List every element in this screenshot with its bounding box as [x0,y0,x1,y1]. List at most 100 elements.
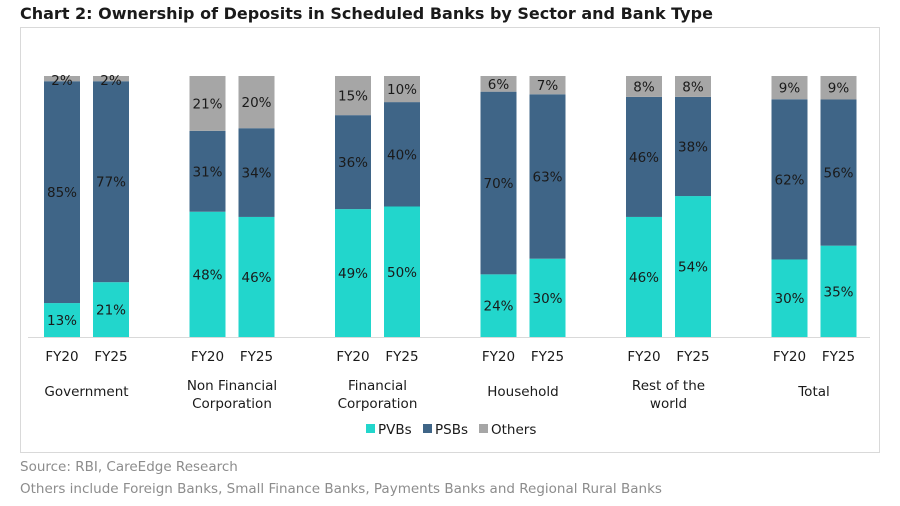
data-label: 36% [338,155,368,171]
bar-segment-pvbs-fy25 [675,196,711,337]
bar-segment-pvbs-fy20 [771,259,808,337]
bar-segment-others-fy25 [675,76,711,97]
bar-segment-psbs-fy25 [93,81,129,283]
data-label: 2% [51,73,73,89]
data-label: 21% [96,303,126,319]
bar-segment-psbs-fy20 [189,130,226,212]
data-label: 9% [779,81,801,97]
bar-segment-pvbs-fy25 [93,282,129,337]
bar-segment-psbs-fy20 [480,91,517,275]
bar-segment-others-fy20 [771,76,808,100]
bar-segment-pvbs-fy20 [335,209,371,337]
bar-segment-pvbs-fy25 [238,216,275,337]
bar-segment-others-fy20 [189,76,226,131]
bar-segment-psbs-fy20 [44,81,80,304]
x-tick-label: FY25 [240,349,273,365]
data-label: 9% [828,81,850,97]
data-label: 50% [387,265,417,281]
bar-segment-others-fy25 [384,76,420,103]
data-label: 49% [338,266,368,282]
data-label: 46% [629,270,659,286]
legend-swatch-psbs [423,424,432,433]
bar-segment-pvbs-fy20 [44,303,80,337]
bar-segment-psbs-fy25 [820,99,857,246]
data-label: 35% [823,284,853,300]
data-label: 46% [629,150,659,166]
x-tick-label: FY25 [94,349,127,365]
x-tick-label: FY20 [336,349,369,365]
x-tick-label: FY25 [676,349,709,365]
bar-segment-others-fy20 [480,76,517,92]
data-label: 7% [537,78,559,94]
bar-segment-others-fy25 [93,76,129,82]
group-label: Total [797,384,830,400]
legend-swatch-pvbs [366,424,375,433]
data-label: 54% [678,260,708,276]
x-tick-label: FY25 [385,349,418,365]
x-tick-label: FY20 [45,349,78,365]
bar-segment-others-fy20 [44,76,80,82]
data-label: 10% [387,82,417,98]
data-label: 85% [47,185,77,201]
x-tick-label: FY20 [773,349,806,365]
chart-frame [20,27,880,453]
footnote: Others include Foreign Banks, Small Fina… [20,481,662,497]
data-label: 63% [532,169,562,185]
x-tick-label: FY25 [822,349,855,365]
bar-segment-pvbs-fy25 [529,258,566,337]
group-label: world [650,396,687,412]
data-label: 34% [241,166,271,182]
bar-segment-others-fy20 [335,76,371,116]
source-note: Source: RBI, CareEdge Research [20,459,238,475]
group-label: Rest of the [632,378,705,394]
x-tick-label: FY20 [191,349,224,365]
data-label: 30% [532,291,562,307]
bar-segment-psbs-fy25 [238,128,275,217]
bar-segment-others-fy25 [820,76,857,100]
bar-segment-pvbs-fy25 [820,245,857,337]
group-label: Corporation [338,396,418,412]
data-label: 77% [96,175,126,191]
legend-label-others: Others [491,422,536,438]
bar-segment-others-fy20 [626,76,662,97]
group-label: Financial [348,378,407,394]
data-label: 70% [483,176,513,192]
bar-segment-pvbs-fy20 [480,274,517,337]
x-tick-label: FY20 [482,349,515,365]
data-label: 24% [483,299,513,315]
bar-segment-psbs-fy20 [335,115,371,210]
legend-swatch-others [479,424,488,433]
group-label: Government [44,384,128,400]
bar-segment-psbs-fy25 [529,94,566,259]
chart-title: Chart 2: Ownership of Deposits in Schedu… [20,4,713,23]
data-label: 15% [338,89,368,105]
data-label: 38% [678,139,708,155]
group-label: Household [487,384,558,400]
bar-segment-others-fy25 [529,76,566,95]
x-tick-label: FY25 [531,349,564,365]
data-label: 62% [774,172,804,188]
data-label: 8% [682,79,704,95]
data-label: 48% [192,267,222,283]
data-label: 30% [774,291,804,307]
bar-segment-psbs-fy20 [626,96,662,217]
bar-segment-pvbs-fy25 [384,206,420,337]
data-label: 8% [633,79,655,95]
group-label: Corporation [192,396,272,412]
data-label: 56% [823,166,853,182]
legend-label-psbs: PSBs [435,422,468,438]
legend-label-pvbs: PVBs [378,422,412,438]
x-tick-label: FY20 [627,349,660,365]
bar-segment-psbs-fy20 [771,99,808,260]
data-label: 6% [488,77,510,93]
bar-segment-others-fy25 [238,76,275,129]
data-label: 13% [47,313,77,329]
data-label: 21% [192,96,222,112]
bar-segment-psbs-fy25 [675,96,711,197]
data-label: 31% [192,164,222,180]
bar-segment-pvbs-fy20 [626,216,662,337]
data-label: 46% [241,270,271,286]
bar-segment-psbs-fy25 [384,102,420,207]
data-label: 20% [241,95,271,111]
